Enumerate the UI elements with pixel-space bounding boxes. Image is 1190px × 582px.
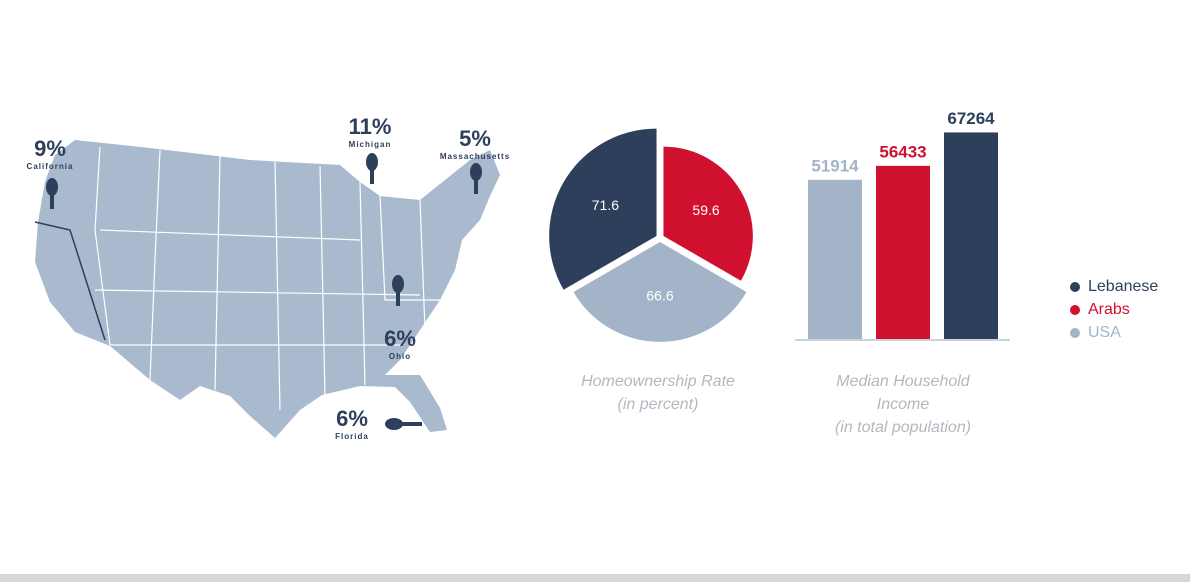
pin-finger	[370, 168, 374, 184]
pin-head	[385, 418, 403, 430]
region-value-label: 11%	[349, 114, 392, 139]
region-pin	[46, 178, 58, 209]
bar-value-label: 67264	[947, 109, 995, 128]
pin-finger	[474, 178, 478, 194]
wedge-value-label: 66.6	[646, 288, 673, 304]
california-outline	[34, 221, 106, 341]
polar-caption: Homeownership Rate (in percent)	[558, 370, 758, 416]
region-name: Massachusetts	[440, 152, 510, 161]
polar-subtitle: (in percent)	[617, 396, 699, 413]
legend-marker	[1070, 305, 1080, 315]
region-name: Michigan	[349, 140, 392, 149]
region-name: Ohio	[389, 352, 411, 361]
region-value-label: 6%	[336, 406, 368, 431]
pin-head	[46, 178, 58, 196]
legend-label: Arabs	[1088, 301, 1130, 318]
us-outline	[35, 140, 500, 438]
pin-head	[392, 275, 404, 293]
region-value-label: 9%	[34, 136, 66, 161]
wedge-value-label: 71.6	[592, 197, 619, 213]
legend-marker	[1070, 282, 1080, 292]
bar	[944, 132, 998, 340]
pin-finger	[50, 193, 54, 209]
bar-value-label: 56433	[879, 142, 926, 161]
pin-finger	[402, 422, 422, 426]
pin-head	[470, 163, 482, 181]
polar-wedge	[573, 242, 747, 342]
bottom-bar	[0, 574, 1190, 582]
region-pin	[385, 418, 422, 430]
legend-label: USA	[1088, 324, 1121, 341]
bar-value-label: 51914	[811, 156, 859, 175]
polar-wedge	[663, 146, 753, 281]
wedge-value-label: 59.6	[692, 202, 719, 218]
polar-wedge	[549, 128, 657, 290]
region-pin	[392, 275, 404, 306]
region-name: California	[27, 162, 74, 171]
region-pin	[470, 163, 482, 194]
bar-title: Median Household Income	[836, 373, 970, 413]
region-pin	[366, 153, 378, 184]
state-lines	[94, 146, 440, 411]
polar-title: Homeownership Rate	[581, 373, 735, 390]
legend-label: Lebanese	[1088, 278, 1158, 295]
bar	[876, 165, 930, 340]
bar	[808, 179, 862, 340]
region-name: Florida	[335, 432, 369, 441]
legend-marker	[1070, 328, 1080, 338]
pin-head	[366, 153, 378, 171]
us-map	[34, 140, 500, 438]
bar-subtitle: (in total population)	[834, 419, 972, 436]
pin-finger	[396, 290, 400, 306]
bar-caption: Median Household Income (in total popula…	[803, 370, 1003, 439]
region-value-label: 5%	[459, 126, 491, 151]
region-value-label: 6%	[384, 326, 416, 351]
